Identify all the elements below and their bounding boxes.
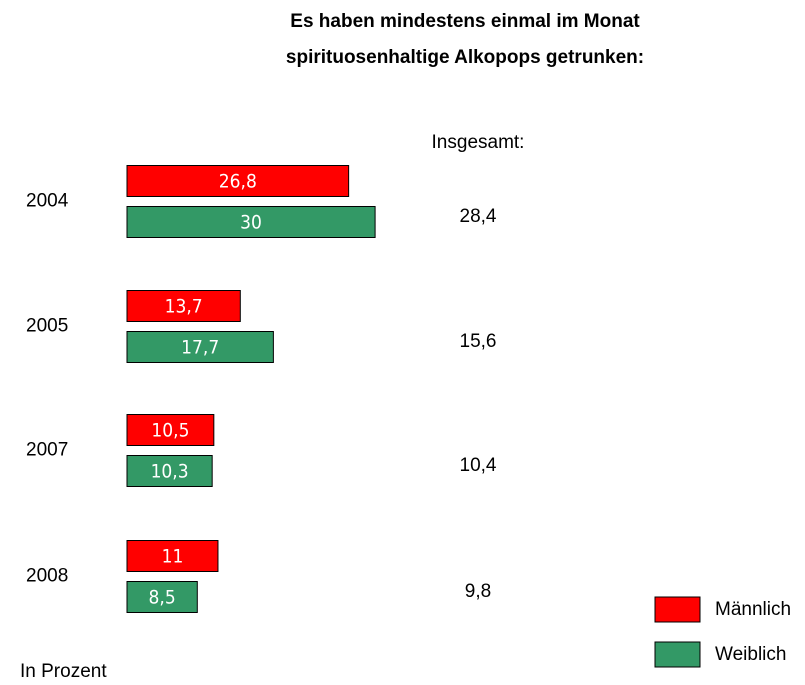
bar-label: 13,7 [165, 296, 203, 318]
legend-swatch [654, 641, 701, 668]
bar-label: 10,5 [151, 420, 189, 442]
legend-swatch [654, 596, 701, 623]
note: In Prozent [20, 661, 107, 682]
total-label: 10,4 [460, 455, 497, 476]
y-tick-label: 2008 [26, 566, 68, 587]
totals-header: Insgesamt: [432, 132, 525, 153]
bar [126, 290, 241, 322]
y-tick-label: 2007 [26, 440, 68, 461]
bar-label: 17,7 [181, 337, 219, 359]
bar-label: 10,3 [151, 461, 189, 483]
y-tick-label: 2005 [26, 316, 68, 337]
bar-label: 11 [162, 546, 184, 568]
bar [126, 414, 215, 446]
chart-title: Es haben mindestens einmal im Monat [290, 11, 640, 32]
legend-label: Männlich [715, 599, 791, 620]
total-label: 15,6 [460, 331, 497, 352]
total-label: 28,4 [460, 206, 497, 227]
bar [126, 455, 213, 487]
bar [126, 581, 198, 613]
bar [126, 540, 219, 572]
bar-label: 30 [240, 212, 262, 234]
bar-label: 26,8 [219, 171, 257, 193]
bar [126, 165, 350, 197]
total-label: 9,8 [465, 581, 491, 602]
y-tick-label: 2004 [26, 191, 69, 212]
chart-title: spirituosenhaltige Alkopops getrunken: [286, 47, 644, 68]
legend-label: Weiblich [715, 644, 786, 665]
bar-label: 8,5 [149, 587, 176, 609]
bar [126, 331, 274, 363]
bar [126, 206, 376, 238]
